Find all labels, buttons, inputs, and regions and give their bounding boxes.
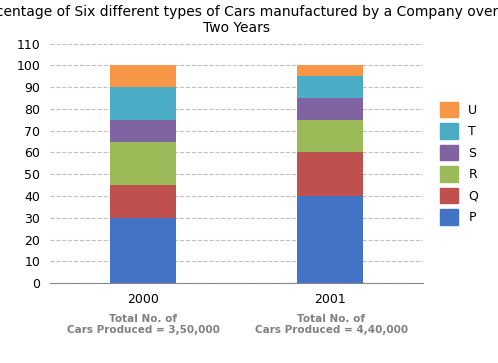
Bar bbox=[111, 87, 176, 120]
Bar bbox=[111, 65, 176, 87]
Title: Percentage of Six different types of Cars manufactured by a Company over
Two Yea: Percentage of Six different types of Car… bbox=[0, 5, 498, 36]
Bar bbox=[297, 65, 363, 76]
Bar bbox=[297, 152, 363, 196]
Bar bbox=[111, 218, 176, 283]
Bar bbox=[111, 120, 176, 142]
Bar bbox=[111, 185, 176, 218]
Bar bbox=[297, 98, 363, 120]
Text: Total No. of
Cars Produced = 4,40,000: Total No. of Cars Produced = 4,40,000 bbox=[255, 314, 408, 335]
Bar bbox=[297, 120, 363, 152]
Bar bbox=[297, 76, 363, 98]
Text: Total No. of
Cars Produced = 3,50,000: Total No. of Cars Produced = 3,50,000 bbox=[67, 314, 220, 335]
Bar bbox=[297, 196, 363, 283]
Bar bbox=[111, 142, 176, 185]
Legend: U, T, S, R, Q, P: U, T, S, R, Q, P bbox=[437, 99, 481, 227]
